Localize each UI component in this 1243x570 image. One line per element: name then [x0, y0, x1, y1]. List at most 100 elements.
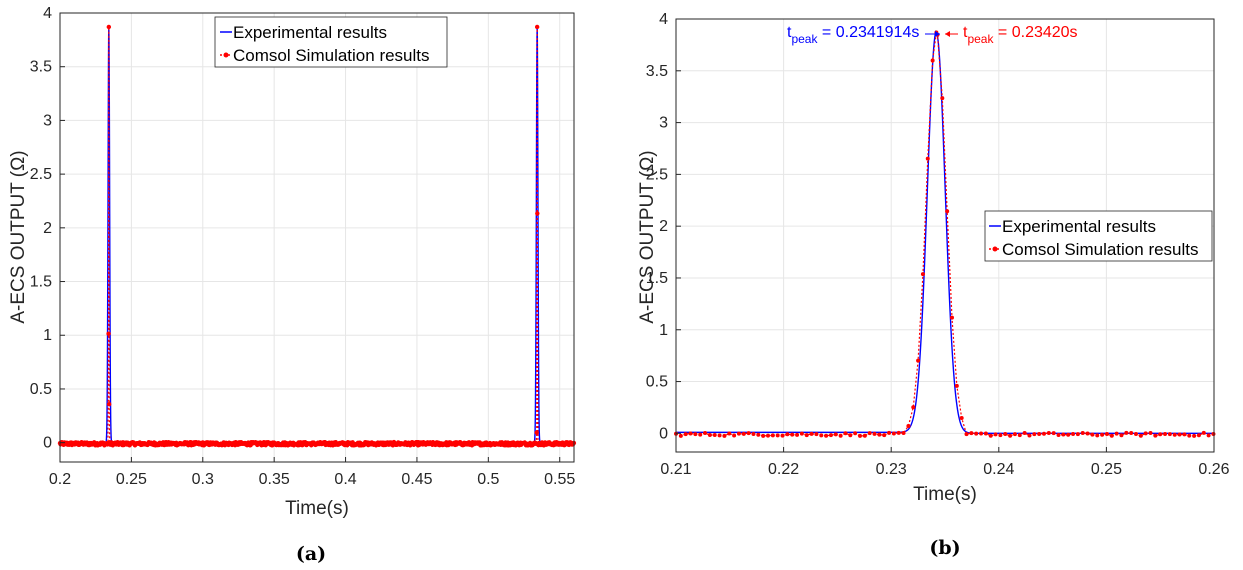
- panel-b-simulation-point: [727, 431, 732, 436]
- panel-a-xtick-label: 0.4: [334, 471, 356, 488]
- panel-b-simulation-point: [833, 432, 838, 437]
- panel-a-simulation-point: [535, 211, 540, 216]
- panel-a-simulation-point: [106, 331, 111, 336]
- panel-b-simulation-point: [780, 433, 785, 438]
- panel-b-simulation-point: [838, 433, 843, 438]
- panel-b-simulation-point: [683, 432, 688, 437]
- panel-b-simulation-point: [819, 433, 824, 438]
- panel-b-ytick-label: 2.5: [646, 166, 668, 183]
- panel-a-axes-box: [59, 12, 575, 463]
- panel-b-legend-sim-marker: [992, 246, 998, 252]
- panel-b-simulation-point: [1003, 432, 1008, 437]
- panel-b-ylabel: A-ECS OUTPUT (Ω): [637, 150, 658, 323]
- panel-b-simulation-point: [746, 431, 751, 436]
- panel-b-simulation-point: [828, 433, 833, 438]
- panel-b-xlabel: Time(s): [913, 484, 977, 505]
- panel-a-xtick-label: 0.5: [477, 471, 499, 488]
- panel-a-ytick-label: 2: [43, 220, 52, 237]
- panel-b-simulation-point: [1080, 430, 1085, 435]
- panel-b-simulation-point: [799, 431, 804, 436]
- svg-text:tpeak = 0.2341914s: tpeak = 0.2341914s: [787, 24, 919, 46]
- panel-b-simulation-point: [809, 431, 814, 436]
- panel-a-simulation-point: [534, 430, 539, 435]
- panel-b-simulation-point: [887, 430, 892, 435]
- panel-b-simulation-point: [1090, 432, 1095, 437]
- panel-b-simulation-point: [1056, 432, 1061, 437]
- panel-b-xtick-label: 0.26: [1198, 461, 1229, 478]
- panel-a-legend-sim-marker: [223, 52, 229, 58]
- panel-a-ytick-label: 0: [43, 435, 52, 452]
- panel-b-simulation-point: [1158, 432, 1163, 437]
- panel-b-simulation-point: [766, 433, 770, 438]
- panel-a-data: [57, 24, 577, 448]
- panel-b-simulation-point: [843, 431, 848, 436]
- panel-b-simulation-point: [1041, 431, 1046, 436]
- sim-peak-arrowhead: [945, 31, 950, 37]
- panel-b-data: [674, 29, 1216, 438]
- panel-b-simulation-point: [732, 433, 737, 438]
- panel-b-ytick-label: 3.5: [646, 63, 668, 80]
- panel-b-simulation-point: [1051, 431, 1056, 436]
- panel-b-simulation-point: [1095, 433, 1100, 438]
- panel-b-simulation-point: [1206, 433, 1211, 438]
- panel-b-xtick-label: 0.21: [660, 461, 691, 478]
- panel-b-simulation-point: [896, 430, 901, 435]
- panel-b-ytick-label: 0.5: [646, 374, 668, 391]
- exp-peak-sub: peak: [791, 32, 818, 46]
- panel-b-simulation-point: [858, 433, 862, 438]
- panel-b-simulation-point: [814, 432, 819, 437]
- panel-b-simulation-point: [1100, 432, 1105, 437]
- panel-b-xtick-label: 0.24: [983, 461, 1014, 478]
- panel-b-simulation-point: [1114, 431, 1119, 436]
- panel-b-simulation-point: [678, 433, 683, 438]
- panel-b-xtick-label: 0.23: [876, 461, 907, 478]
- panel-a-ytick-label: 0.5: [30, 381, 52, 398]
- panel-b-ytick-label: 1: [659, 322, 668, 339]
- panel-b-simulation-point: [1153, 433, 1158, 438]
- panel-a-ytick-label: 4: [43, 5, 52, 22]
- panel-b-simulation-point: [736, 431, 741, 436]
- panel-b-simulation-point: [1008, 433, 1013, 438]
- panel-b-simulation-point: [853, 431, 858, 436]
- sim-peak-value: = 0.23420s: [993, 24, 1077, 41]
- panel-b: 0.21 0.22 0.23 0.24 0.25 0.26 0 0.5 1 1.5 2 2.5 3 3.5…: [637, 11, 1230, 559]
- panel-b-simulation-point: [969, 431, 974, 436]
- panel-b-ytick-label: 4: [659, 11, 668, 28]
- panel-b-simulation-point: [693, 432, 698, 437]
- panel-b-legend-box: [984, 210, 1213, 262]
- panel-b-simulation-point: [862, 433, 867, 438]
- panel-b-simulation-point: [1167, 432, 1172, 437]
- panel-b-simulation-point: [785, 432, 790, 437]
- panel-b-simulation-point: [1104, 431, 1109, 436]
- panel-a-simulation-point: [106, 402, 112, 407]
- panel-b-sim-peak-annotation: tpeak = 0.23420s: [945, 24, 1078, 46]
- panel-b-simulation-point: [741, 431, 746, 436]
- panel-b-caption: (b): [929, 537, 960, 559]
- panel-b-simulation-point: [1017, 433, 1022, 438]
- panel-b-simulation-point: [698, 432, 703, 437]
- panel-b-simulation-point: [761, 433, 766, 438]
- panel-b-simulation-point: [1148, 431, 1153, 436]
- panel-a-xtick-label: 0.45: [401, 471, 432, 488]
- panel-b-simulation-point: [1066, 432, 1071, 437]
- panel-b-simulation-point: [795, 432, 800, 437]
- panel-b-simulation-point: [916, 358, 921, 363]
- panel-a-ytick-label: 1.5: [30, 274, 52, 291]
- panel-b-simulation-point: [925, 156, 930, 161]
- svg-text:tpeak = 0.23420s: tpeak = 0.23420s: [963, 24, 1078, 46]
- panel-b-simulation-point: [1037, 432, 1042, 437]
- panel-b-legend-sim-label: Comsol Simulation results: [1002, 240, 1199, 259]
- panel-b-simulation-point: [949, 315, 954, 320]
- panel-b-simulation-point: [983, 431, 988, 436]
- panel-b-simulation-point: [930, 58, 935, 63]
- panel-a-xtick-label: 0.55: [544, 471, 575, 488]
- panel-b-simulation-point: [998, 433, 1003, 438]
- panel-b-ytick-label: 3: [659, 115, 668, 132]
- panel-b-simulation-point: [1027, 433, 1032, 438]
- panel-b-simulation-point: [707, 433, 712, 438]
- panel-b-simulation-point: [1119, 433, 1124, 438]
- panel-b-simulation-point: [920, 272, 925, 277]
- panel-b-simulation-point: [717, 433, 722, 438]
- panel-b-simulation-point: [993, 432, 998, 437]
